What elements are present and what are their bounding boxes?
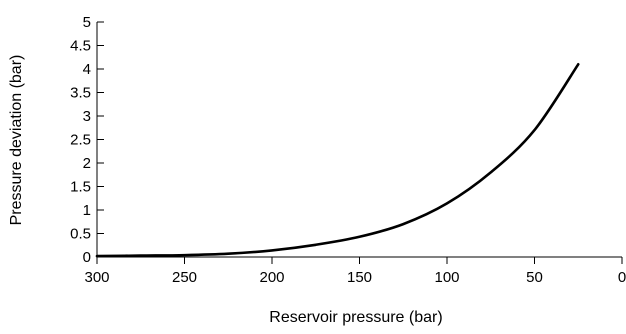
y-tick-label: 0.5 [70,226,91,243]
x-tick-label: 300 [84,269,109,286]
y-tick-label: 4 [83,61,91,78]
series-layer [95,63,580,258]
y-tick-label: 3.5 [70,85,91,102]
y-axis-title: Pressure deviation (bar) [8,55,25,226]
x-tick-label: 0 [618,269,626,286]
series-line [95,63,580,258]
x-tick-label: 100 [434,269,459,286]
x-tick-label: 200 [259,269,284,286]
x-tick-label: 250 [172,269,197,286]
y-tick-label: 5 [83,14,91,31]
y-tick-label: 1.5 [70,179,91,196]
x-axis-title: Reservoir pressure (bar) [269,309,442,326]
y-tick-label: 1 [83,202,91,219]
x-tick-label: 50 [526,269,543,286]
y-tick-label: 2 [83,155,91,172]
y-tick-label: 4.5 [70,38,91,55]
tick-marks [96,21,623,264]
y-tick-label: 3 [83,108,91,125]
tick-labels: 300 250 200 150 100 50 0 0 0.5 1 1.5 2 2.5 3 3.5 4 4.5 5 [70,14,626,286]
x-tick-label: 150 [347,269,372,286]
y-tick-label: 2.5 [70,132,91,149]
axes [96,22,622,258]
y-tick-label: 0 [83,249,91,266]
